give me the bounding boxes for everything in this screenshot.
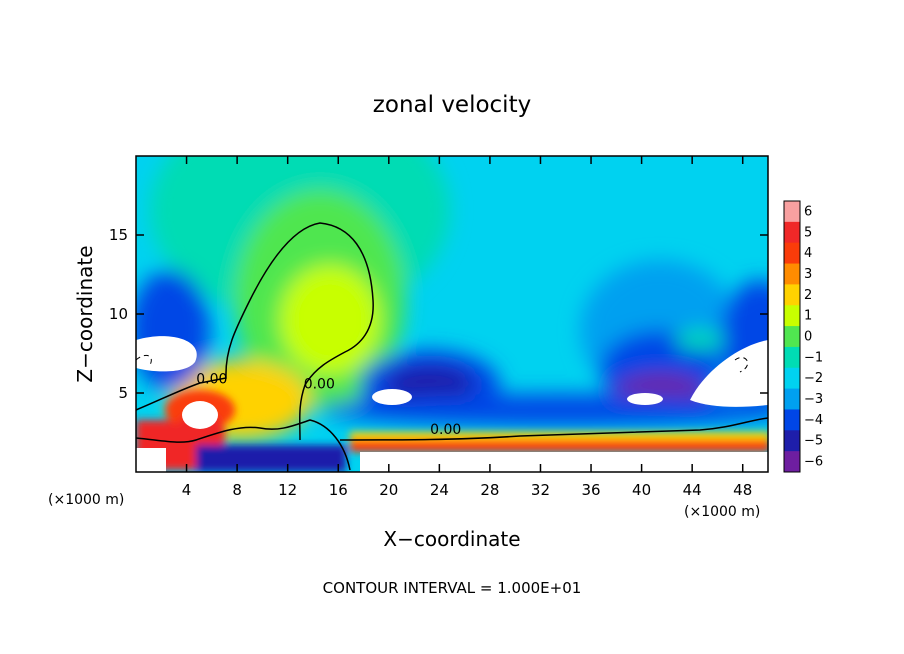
y-tick-label: 15 bbox=[109, 226, 128, 244]
chart-title: zonal velocity bbox=[373, 92, 531, 118]
colorbar-swatch bbox=[784, 305, 800, 327]
x-tick-label: 16 bbox=[329, 481, 348, 499]
zero-contour-right bbox=[339, 417, 768, 441]
x-tick-label: 36 bbox=[581, 481, 600, 499]
colorbar-swatch bbox=[784, 346, 800, 369]
colorbar-label: 6 bbox=[804, 204, 812, 219]
x-tick-label: 4 bbox=[182, 481, 192, 499]
colorbar-swatch bbox=[784, 326, 800, 348]
colorbar-swatch bbox=[784, 388, 800, 410]
x-unit-left: (×1000 m) bbox=[48, 492, 124, 508]
y-tick-label: 10 bbox=[109, 305, 128, 323]
y-tick-label: 5 bbox=[118, 384, 128, 402]
x-tick-label: 12 bbox=[278, 481, 297, 499]
dashed-contour bbox=[136, 354, 152, 366]
x-axis-title: X−coordinate bbox=[383, 527, 520, 551]
velocity-field bbox=[136, 156, 768, 472]
colorbar-label: 2 bbox=[804, 288, 812, 303]
colorbar-label: −1 bbox=[804, 350, 823, 365]
x-tick-label: 28 bbox=[480, 481, 499, 499]
contour-label-group: 0.00 0.00 0.00 bbox=[196, 372, 461, 439]
colorbar-swatch bbox=[784, 451, 800, 473]
colorbar-swatch bbox=[784, 409, 800, 431]
x-tick-label: 8 bbox=[232, 481, 242, 499]
zero-contour-main bbox=[136, 222, 374, 441]
y-axis: 5 10 15 bbox=[109, 226, 768, 402]
colorbar-swatch bbox=[784, 242, 800, 265]
colorbar-label: 3 bbox=[804, 267, 812, 282]
colorbar-frame bbox=[783, 200, 801, 473]
x-tick-label: 20 bbox=[379, 481, 398, 499]
contour-interval-note: CONTOUR INTERVAL = 1.000E+01 bbox=[323, 579, 582, 597]
colorbar-swatch bbox=[784, 430, 800, 452]
x-tick-label: 24 bbox=[430, 481, 449, 499]
colorbar-label: 1 bbox=[804, 309, 812, 324]
colorbar-swatch bbox=[784, 201, 800, 223]
y-axis-title: Z−coordinate bbox=[73, 245, 97, 382]
colorbar-label: 0 bbox=[804, 330, 812, 345]
x-tick-label: 44 bbox=[683, 481, 702, 499]
x-tick-label: 32 bbox=[531, 481, 550, 499]
colorbar-label: 5 bbox=[804, 225, 812, 240]
colorbar-label: −6 bbox=[804, 455, 823, 470]
contour-lines bbox=[136, 222, 768, 471]
colorbar-swatch bbox=[784, 284, 800, 306]
colorbar-swatch bbox=[784, 263, 800, 285]
contour-label: 0.00 bbox=[304, 376, 335, 392]
colorbar-swatch bbox=[784, 221, 800, 244]
colorbar-label: −2 bbox=[804, 371, 823, 386]
colorbar-label: −4 bbox=[804, 413, 823, 428]
dashed-contour-2 bbox=[734, 357, 749, 373]
contour-label: 0.00 bbox=[430, 422, 461, 438]
x-tick-label: 40 bbox=[632, 481, 651, 499]
colorbar-swatch bbox=[784, 367, 800, 390]
x-axis: 4 8 12 16 20 24 28 32 36 40 44 48 bbox=[182, 156, 752, 499]
colorbar-label: −5 bbox=[804, 434, 823, 449]
zero-contour-lower bbox=[136, 419, 351, 471]
contour-label: 0.00 bbox=[196, 372, 227, 388]
x-unit-right: (×1000 m) bbox=[684, 504, 760, 520]
colorbar: 6 5 4 3 2 1 0 −1 −2 −3 −4 −5 −6 bbox=[783, 200, 823, 473]
colorbar-label: −3 bbox=[804, 392, 823, 407]
colorbar-label: 4 bbox=[804, 246, 812, 261]
x-tick-label: 48 bbox=[733, 481, 752, 499]
